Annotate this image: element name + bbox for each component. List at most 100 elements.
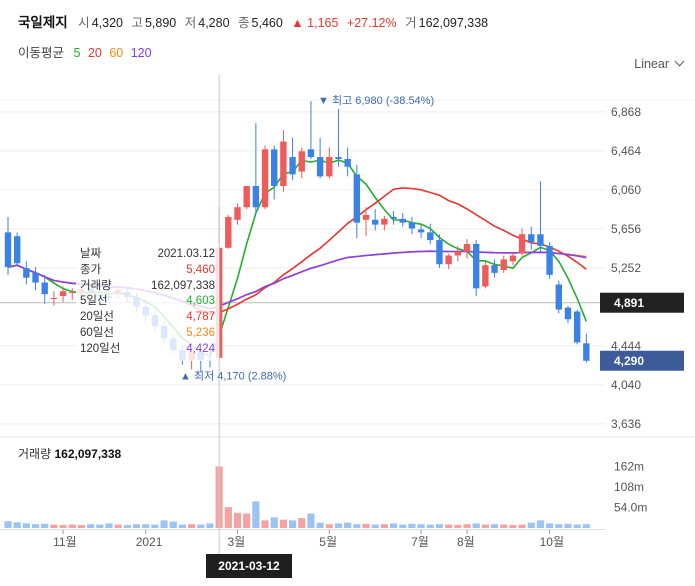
candle-body — [445, 255, 452, 265]
change-value: ▲ 1,165 — [291, 16, 339, 30]
volume-bar — [114, 524, 122, 528]
candle-body — [261, 149, 269, 208]
volume-bar — [298, 518, 306, 528]
candle-body — [427, 232, 434, 241]
candle — [417, 224, 425, 239]
candle — [518, 228, 526, 256]
candle — [252, 123, 260, 215]
candle — [454, 245, 462, 262]
candle — [573, 309, 581, 345]
candle-body — [417, 229, 425, 233]
volume-tick-label: 162m — [614, 459, 644, 473]
tooltip-label: 20일선 — [80, 311, 114, 324]
candle — [372, 209, 379, 231]
volume-bar — [564, 523, 572, 528]
candle-body — [390, 216, 397, 219]
x-tick-label: 2021 — [136, 535, 163, 549]
tooltip-row: 60일선 5,236 — [80, 326, 215, 342]
candle — [243, 186, 250, 210]
candle — [500, 255, 507, 273]
volume-label: 거 — [405, 16, 417, 30]
volume-bar — [123, 524, 131, 528]
candle-body — [353, 174, 361, 223]
volume-tick-label: 108m — [614, 480, 644, 494]
candle-body — [555, 284, 562, 310]
candle — [234, 203, 241, 225]
candle — [353, 164, 361, 239]
volume-bar — [68, 524, 76, 528]
candle — [445, 253, 452, 270]
candle — [225, 214, 232, 249]
volume-title-label: 거래량 — [18, 447, 52, 461]
candle — [289, 137, 296, 181]
tooltip-panel — [76, 243, 219, 361]
volume-bar — [334, 523, 343, 528]
candle — [436, 234, 443, 269]
candle — [41, 274, 48, 304]
stock-name: 국일제지 — [18, 15, 68, 30]
candle-body — [436, 240, 443, 265]
tooltip-value: 162,097,338 — [151, 279, 215, 292]
candle — [335, 108, 342, 167]
volume-bar — [573, 524, 581, 528]
candle — [491, 259, 498, 278]
volume-bar — [160, 520, 168, 528]
tooltip-label: 날짜 — [80, 248, 102, 260]
volume-bar — [87, 524, 95, 528]
volume-bar — [500, 524, 508, 528]
x-tick-label: 11월 — [53, 535, 77, 549]
volume-bar — [399, 524, 407, 528]
tooltip-label: 종가 — [80, 263, 102, 276]
candle-body — [500, 259, 507, 270]
candle-body — [564, 307, 572, 320]
candle — [537, 181, 544, 252]
open-label: 시 — [78, 16, 90, 30]
volume-title-value: 162,097,338 — [54, 447, 122, 461]
volume-bar — [472, 523, 480, 528]
volume-bar — [178, 524, 187, 528]
candle — [546, 242, 553, 279]
scale-label: Linear — [634, 57, 669, 71]
candle-body — [408, 222, 416, 229]
candle-body — [4, 232, 12, 268]
price-tick-label: 4,444 — [611, 339, 641, 353]
volume-bar — [279, 519, 287, 528]
high-label: 고 — [131, 16, 143, 30]
candle — [344, 147, 351, 177]
tooltip-value: 2021.03.12 — [157, 248, 215, 260]
tooltip-label: 60일선 — [80, 326, 114, 339]
volume-bar — [509, 524, 517, 528]
price-tick-label: 4,040 — [611, 378, 641, 392]
candle-body — [491, 265, 498, 273]
candle — [482, 261, 489, 289]
candle — [23, 261, 30, 285]
volume-tick-label: 54.0m — [614, 500, 647, 514]
candle-body — [509, 255, 517, 262]
candle — [271, 145, 278, 200]
volume-bar — [188, 524, 196, 528]
candle-body — [23, 268, 30, 278]
volume-bar — [546, 523, 554, 528]
candle-body — [234, 207, 241, 220]
volume-bar — [270, 517, 278, 528]
volume-bar — [243, 513, 251, 528]
candle-body — [59, 291, 67, 297]
candle — [381, 215, 388, 231]
candle-body — [271, 149, 278, 187]
price-tag-background — [600, 292, 684, 313]
crosshair-date-label: 2021-03-12 — [206, 554, 292, 578]
candle — [399, 213, 406, 227]
volume-bar — [454, 524, 462, 528]
volume-bar — [105, 523, 113, 528]
candle — [307, 101, 315, 159]
tooltip-value: 5,236 — [186, 326, 215, 339]
volume-bar — [518, 524, 526, 528]
chart-overlay: ▼ 최고 6,980 (-38.54%) ▲ 최저 4,170 (2.88%) 4,… — [76, 75, 684, 554]
close-label: 종 — [238, 16, 250, 30]
scale-selector[interactable]: Linear — [634, 56, 685, 71]
candle — [463, 239, 471, 259]
volume-bar — [389, 523, 398, 528]
volume-bar — [59, 524, 67, 528]
change-percent: +27.12% — [346, 16, 397, 30]
